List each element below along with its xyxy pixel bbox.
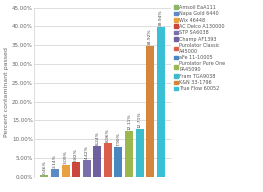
Bar <box>146 46 154 177</box>
Text: 3.09%: 3.09% <box>64 151 68 164</box>
Text: 2.14%: 2.14% <box>53 154 57 168</box>
Text: 12.71%: 12.71% <box>138 112 141 128</box>
Bar <box>62 165 69 177</box>
Text: 3.82%: 3.82% <box>74 148 78 161</box>
Bar <box>83 160 91 177</box>
Text: 0.46%: 0.46% <box>42 160 46 174</box>
Bar <box>104 143 112 177</box>
Bar <box>136 129 144 177</box>
Text: 4.42%: 4.42% <box>85 146 89 159</box>
Text: 34.92%: 34.92% <box>148 28 152 45</box>
Bar <box>41 175 48 177</box>
Bar <box>93 146 101 177</box>
Text: 7.90%: 7.90% <box>117 132 120 146</box>
Bar <box>125 131 133 177</box>
Bar <box>51 169 59 177</box>
Y-axis label: Percent contaminant passed: Percent contaminant passed <box>4 47 9 137</box>
Text: 8.24%: 8.24% <box>95 131 99 145</box>
Text: 39.94%: 39.94% <box>159 9 163 26</box>
Text: 8.96%: 8.96% <box>106 128 110 142</box>
Bar <box>157 27 165 177</box>
Legend: Amsoil EaA111, Napa Gold 6440, Wix 46448, AC Delco A130000, STP SA6038, Champ AF: Amsoil EaA111, Napa Gold 6440, Wix 46448… <box>174 4 226 92</box>
Bar <box>114 147 122 177</box>
Text: 12.11%: 12.11% <box>127 114 131 130</box>
Bar <box>72 162 80 177</box>
